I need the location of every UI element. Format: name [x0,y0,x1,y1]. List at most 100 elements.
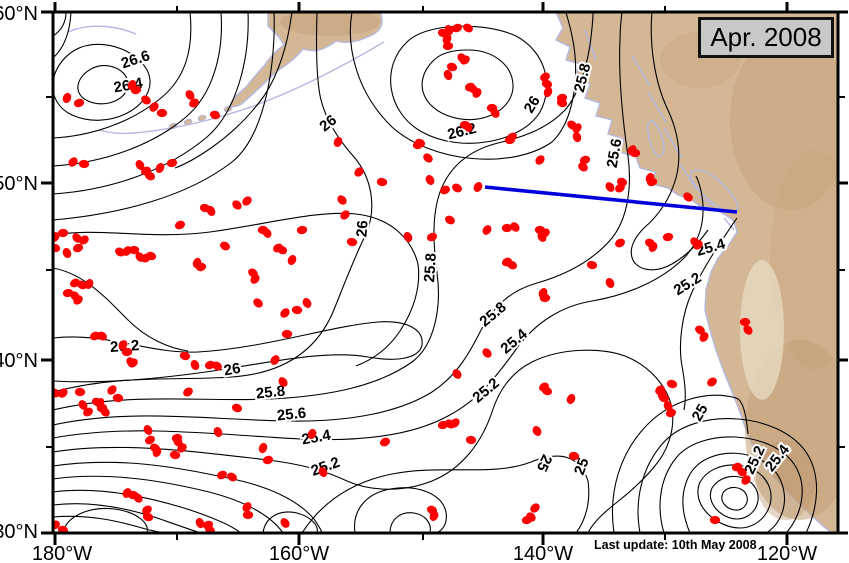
date-label-box: Apr. 2008 [698,17,834,58]
contour-label: 26 [353,220,371,238]
float-marker [152,447,162,457]
float-marker [586,260,598,270]
float-marker [23,144,36,157]
float-marker [504,135,516,145]
fjord-inlet [723,217,735,231]
float-marker [568,451,580,461]
float-marker [648,242,658,252]
contour-line [679,217,738,411]
y-tick-label: 40°N [0,350,38,372]
contour-label: 25.8 [421,253,440,283]
float-marker [83,407,93,417]
float-marker [190,359,200,371]
y-tick-label: 30°N [0,521,38,543]
float-marker [473,182,483,192]
float-marker [72,243,84,253]
float-marker [646,177,658,187]
contour-line [53,267,189,352]
float-marker [118,340,128,350]
coastline-outline [647,119,665,158]
float-marker [425,175,435,185]
float-marker [605,182,615,192]
coastline-outline [67,25,137,35]
contour-line [53,12,373,393]
float-marker [53,520,60,530]
float-marker [662,232,674,242]
float-marker [543,86,553,98]
contour-label: 25.8 [476,299,509,331]
contour-line [390,25,548,144]
float-marker [183,387,193,397]
contour-line [174,12,293,169]
contour-line [682,452,785,533]
contour-line [53,12,630,426]
fjord-inlet [697,195,715,207]
float-marker [318,467,328,477]
float-marker [460,55,470,65]
float-marker [616,177,628,187]
map-border [51,10,840,535]
float-marker [450,418,460,428]
coastline-outline [99,41,385,135]
float-marker [380,437,390,447]
float-marker [541,386,553,396]
x-tick-label: 120°W [757,543,817,563]
contour-line [421,49,514,121]
float-marker [149,102,159,112]
float-marker [78,159,90,169]
float-marker [452,369,462,379]
float-marker [53,388,60,398]
aleutian-islet [197,114,207,122]
plot-area: 26.626.42626.22625.825.62625.825.825.425… [23,12,838,533]
float-marker [354,167,364,177]
float-marker [68,157,78,167]
contour-label: 25 [533,452,555,474]
contour-label: 25.6 [276,405,307,425]
float-marker [242,196,252,206]
float-marker [278,377,288,387]
float-marker [58,388,68,398]
float-marker [262,228,272,238]
float-marker [78,400,88,410]
float-marker [532,426,542,436]
float-marker [465,435,477,445]
float-marker [737,467,747,477]
float-marker [107,385,117,395]
float-marker [270,355,280,365]
float-marker [444,24,454,36]
float-marker [337,195,347,205]
float-marker [73,295,83,305]
contour-label: 25.2 [469,375,502,407]
x-tick-label: 180°W [32,543,92,563]
float-marker [346,237,358,247]
float-marker [556,98,568,108]
float-marker [84,279,94,289]
float-marker [220,241,230,251]
float-marker [482,225,492,235]
float-marker [446,62,458,72]
float-marker [539,293,551,303]
float-marker [663,400,673,412]
float-marker [403,231,413,243]
float-marker [423,153,433,163]
contour-label: 25.4 [300,427,332,449]
float-marker [141,95,151,105]
float-marker [133,493,143,503]
contour-line [659,436,803,533]
last-update-text: Last update: 10th May 2008 [594,538,757,552]
float-marker [209,110,221,120]
contour-line [77,65,129,105]
contour-line [53,489,242,533]
contour-line [53,12,192,139]
y-tick-label: 50°N [0,173,38,195]
float-marker [204,360,216,370]
float-marker [250,274,260,284]
float-marker [73,98,85,108]
float-marker [62,247,72,259]
float-marker [53,232,60,242]
float-marker [135,160,145,170]
float-marker [695,325,705,335]
float-marker [429,511,439,521]
float-marker [227,472,237,482]
